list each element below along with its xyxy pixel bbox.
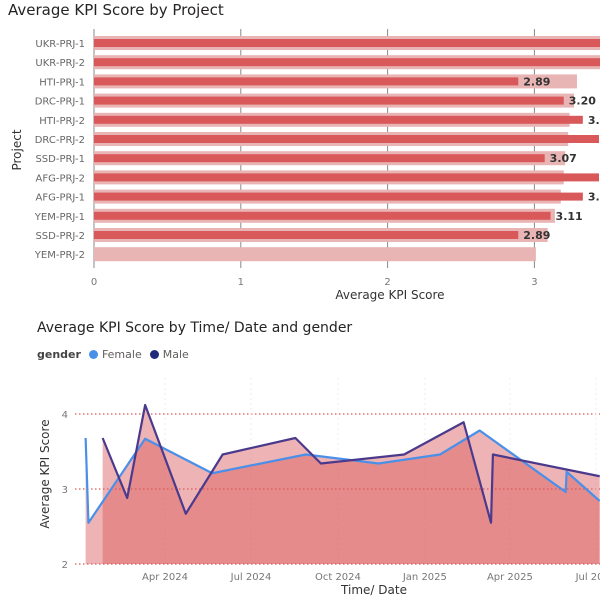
kpi-bar [94, 135, 599, 143]
data-label: 3.20 [569, 95, 596, 108]
data-label: 3.07 [550, 152, 577, 165]
kpi-bar [94, 96, 564, 105]
y-tick-label: SSD-PRJ-1 [35, 154, 85, 165]
y-tick-label: SSD-PRJ-2 [35, 231, 85, 242]
legend-title: gender [37, 348, 81, 361]
legend: gender Female Male [37, 348, 189, 361]
y-tick-label: DRC-PRJ-1 [35, 97, 85, 108]
x-tick-label: 0 [91, 277, 97, 288]
y-axis-label: Average KPI Score [38, 419, 52, 528]
data-label: 3.11 [556, 210, 583, 223]
legend-female[interactable]: Female [101, 348, 142, 361]
x-tick-label: Jul 2025 [575, 572, 600, 583]
legend-male-dot [149, 350, 159, 359]
y-tick-label: HTI-PRJ-1 [39, 77, 85, 88]
data-label: 2.89 [523, 229, 550, 242]
kpi-bar [94, 231, 519, 239]
legend-male[interactable]: Male [162, 348, 189, 361]
y-tick-label: UKR-PRJ-2 [35, 58, 85, 69]
y-tick-label: 4 [62, 410, 68, 421]
legend-female-dot [88, 350, 98, 359]
data-label: 2.89 [523, 75, 550, 88]
kpi-bar [94, 154, 545, 163]
kpi-bar [94, 39, 600, 47]
x-axis-label: Average KPI Score [335, 288, 444, 302]
x-tick-label: Apr 2024 [142, 572, 188, 583]
kpi-bar [94, 77, 519, 86]
x-tick-label: Oct 2024 [315, 572, 361, 583]
area-female [85, 430, 600, 564]
reference-bar [94, 247, 536, 262]
y-tick-label: AFG-PRJ-2 [36, 173, 86, 184]
area-male [102, 405, 600, 564]
bar-chart-title: Average KPI Score by Project [8, 1, 224, 19]
y-tick-label: YEM-PRJ-2 [34, 250, 85, 261]
line-male [101, 403, 600, 524]
y-tick-label: HTI-PRJ-2 [39, 116, 85, 127]
y-tick-label: UKR-PRJ-1 [35, 39, 85, 50]
x-tick-label: 1 [238, 277, 244, 288]
kpi-bar [94, 58, 600, 67]
y-axis-label: Project [10, 129, 24, 170]
x-tick-label: 3 [531, 277, 537, 288]
y-tick-label: AFG-PRJ-1 [36, 193, 86, 204]
x-tick-label: Jan 2025 [402, 572, 447, 583]
y-tick-label: 3 [62, 485, 68, 496]
x-tick-label: Jul 2024 [230, 572, 272, 583]
bar-chart: 0 1 2 3 UKR-PRJ-1 UKR-PRJ-2 HTI-PRJ-1 2.89 DRC-P… [10, 29, 600, 302]
line-chart-title: Average KPI Score by Time/ Date and gend… [37, 320, 353, 336]
kpi-bar [94, 211, 551, 220]
x-tick-label: 2 [384, 277, 390, 288]
y-tick-label: 2 [62, 560, 68, 571]
data-label: 3. [588, 191, 600, 204]
kpi-bar [94, 173, 599, 182]
line-female [84, 429, 600, 524]
data-label: 3. [588, 114, 600, 127]
y-tick-label: DRC-PRJ-2 [35, 135, 85, 146]
x-axis-label: Time/ Date [340, 583, 407, 597]
kpi-bar [94, 115, 583, 124]
x-tick-label: Apr 2025 [487, 572, 533, 583]
y-tick-label: YEM-PRJ-1 [34, 212, 85, 223]
kpi-bar [94, 192, 583, 201]
